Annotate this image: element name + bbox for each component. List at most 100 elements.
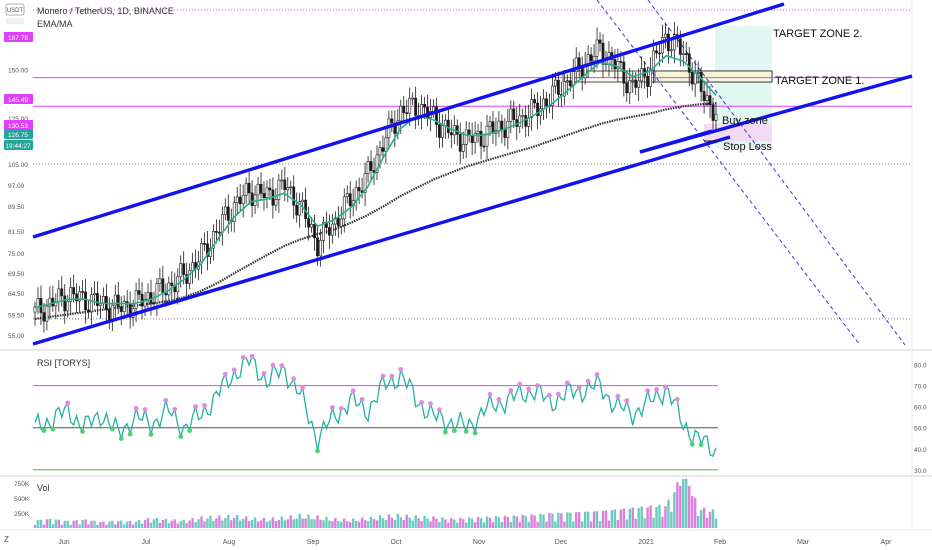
time-tick-3: Sep [307, 539, 320, 546]
price-tick-8: 105.00 [8, 162, 28, 169]
volume-bar [670, 511, 673, 528]
volume-bar [607, 520, 611, 528]
rsi-pivot-high [359, 397, 365, 402]
volume-bar [182, 519, 185, 528]
rsi-pane[interactable] [33, 353, 718, 471]
candle-body [708, 95, 712, 106]
candle-body [232, 202, 236, 223]
volume-bar [655, 506, 658, 528]
z-label: Z [4, 535, 9, 544]
volume-bar [66, 520, 69, 528]
rsi-pivot-high [380, 373, 386, 379]
volume-bar [426, 518, 429, 528]
candle-body [313, 224, 316, 239]
volume-bar [381, 518, 385, 528]
rsi-pivot-high [585, 378, 591, 384]
volume-bar [467, 517, 471, 528]
symbol-badge[interactable] [5, 3, 25, 16]
volume-bar [429, 521, 432, 528]
rsi-pivot-high [654, 387, 659, 392]
volume-bar [140, 523, 144, 528]
volume-bar [649, 505, 652, 528]
volume-bar [545, 521, 548, 528]
channel-upper-line[interactable] [32, 2, 785, 239]
chart-title: Monero / TetherUS, 1D, BINANCE [37, 6, 174, 16]
volume-bar [470, 518, 474, 528]
rsi-pivot-low [118, 436, 124, 441]
candle-body [518, 115, 522, 127]
rsi-pivot-low [50, 426, 56, 432]
candle-body [289, 186, 293, 189]
rsi-pivot-low [187, 428, 193, 434]
header-collapse-icon[interactable] [6, 18, 24, 24]
volume-bar [601, 510, 605, 528]
price-labels: 187.78 145.49 130.53 126.75 19:44:27 [4, 32, 33, 150]
price-tick-2: 64.50 [8, 291, 25, 298]
rsi-pivot-high [487, 391, 493, 397]
volume-bar [411, 520, 414, 528]
rsi-pivot-high [547, 392, 552, 398]
volume-bar [673, 492, 676, 528]
candle-body [384, 137, 388, 152]
volume-bar [521, 514, 524, 528]
candle-body [589, 54, 593, 62]
volume-bar [640, 506, 643, 528]
candle-body [595, 39, 599, 57]
candle-body [687, 53, 691, 73]
volume-bar [524, 515, 527, 528]
rsi-pivot-high [240, 355, 246, 360]
price-badge-4 [4, 140, 33, 150]
volume-bar [676, 482, 679, 528]
volume-bar [131, 524, 135, 528]
candle-body [622, 61, 626, 84]
volume-bar [337, 521, 340, 528]
volume-bar [625, 519, 628, 528]
volume-bar [688, 486, 691, 528]
volume-pane[interactable] [33, 478, 718, 528]
volume-bar [476, 516, 480, 528]
volume-bar [215, 518, 218, 528]
time-axis[interactable]: Jun Jul Aug Sep Oct Nov Dec 2021 Feb Mar Apr [58, 539, 892, 546]
volume-bar [354, 520, 358, 528]
rsi-pivot-low [127, 431, 133, 437]
volume-bar [527, 521, 530, 528]
volume-bar [685, 478, 688, 528]
candle-body [301, 199, 305, 203]
rsi-tick-0: 30.0 [914, 468, 927, 475]
volume-bar [265, 521, 269, 528]
candle-body [220, 214, 224, 233]
volume-bar [161, 519, 165, 528]
candle-body [238, 196, 242, 205]
volume-bar [173, 519, 176, 528]
volume-bar [560, 513, 563, 528]
candle-body [36, 298, 40, 308]
volume-bar [693, 497, 697, 528]
volume-bar [542, 514, 545, 528]
volume-bar [702, 507, 706, 528]
candle-body [482, 145, 486, 148]
candle-body [69, 287, 73, 302]
candle-body [235, 196, 239, 203]
candle-body [628, 80, 632, 94]
channel-lower-line[interactable] [32, 135, 731, 346]
projection-line-upper [596, 0, 861, 346]
candle-body [140, 293, 144, 307]
rsi-tick-5: 80.0 [914, 363, 927, 370]
rsi-tick-3: 60.0 [914, 405, 927, 412]
candle-body [259, 183, 263, 194]
volume-bar [708, 511, 712, 528]
rsi-line [34, 354, 717, 457]
rsi-pivot-high [663, 384, 668, 390]
candle-body [277, 179, 281, 200]
price-badge-label-2: 130.53 [8, 123, 28, 130]
candle-body [283, 179, 287, 191]
volume-bar [539, 513, 542, 528]
rsi-pivot-low [178, 434, 184, 440]
candle-body [503, 129, 507, 138]
volume-bar [36, 520, 40, 528]
candle-body [488, 121, 492, 127]
candle-body [530, 99, 534, 119]
candle-body [479, 130, 483, 147]
candle-body [107, 308, 111, 321]
